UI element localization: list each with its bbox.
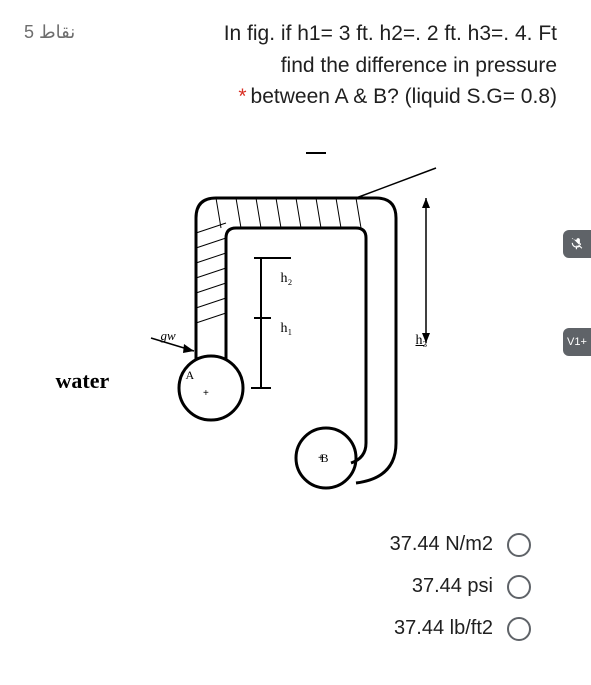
vi-badge-label: V1+ — [567, 336, 587, 348]
radio-icon — [507, 575, 531, 599]
radio-icon — [507, 617, 531, 641]
mic-off-icon[interactable] — [563, 230, 591, 258]
answer-options: 37.44 N/m2 37.44 psi 37.44 lb/ft2 — [0, 513, 591, 641]
h3-label: h₃ — [416, 333, 428, 349]
point-a-label: A — [186, 368, 195, 383]
vi-badge[interactable]: V1+ — [563, 328, 591, 356]
option-1-label: 37.44 N/m2 — [390, 533, 493, 556]
diagram-svg: + + — [96, 143, 496, 503]
radio-icon — [507, 533, 531, 557]
svg-text:+: + — [203, 388, 209, 399]
required-asterisk: * — [238, 85, 246, 108]
option-1[interactable]: 37.44 N/m2 — [390, 533, 531, 557]
question-line-1: In fig. if h1= 3 ft. h2=. 2 ft. h3=. 4. … — [224, 22, 557, 45]
h2-label: h₂ — [281, 271, 293, 287]
h1-label: h₁ — [281, 321, 293, 337]
question-text: In fig. if h1= 3 ft. h2=. 2 ft. h3=. 4. … — [95, 18, 567, 113]
question-header: 5 نقاط In fig. if h1= 3 ft. h2=. 2 ft. h… — [0, 0, 591, 113]
option-2[interactable]: 37.44 psi — [412, 575, 531, 599]
water-label: water — [56, 368, 110, 394]
question-line-3: between A & B? (liquid S.G= 0.8) — [251, 85, 557, 108]
side-badges: V1+ — [563, 230, 591, 356]
option-3[interactable]: 37.44 lb/ft2 — [394, 617, 531, 641]
option-2-label: 37.44 psi — [412, 575, 493, 598]
question-line-2: find the difference in pressure — [281, 54, 557, 77]
option-3-label: 37.44 lb/ft2 — [394, 617, 493, 640]
manometer-diagram: + + water h₁ h₂ h₃ gw A B — [96, 143, 496, 503]
gw-label: gw — [161, 328, 176, 344]
point-b-label: B — [321, 451, 329, 466]
points-label: 5 نقاط — [24, 22, 75, 43]
